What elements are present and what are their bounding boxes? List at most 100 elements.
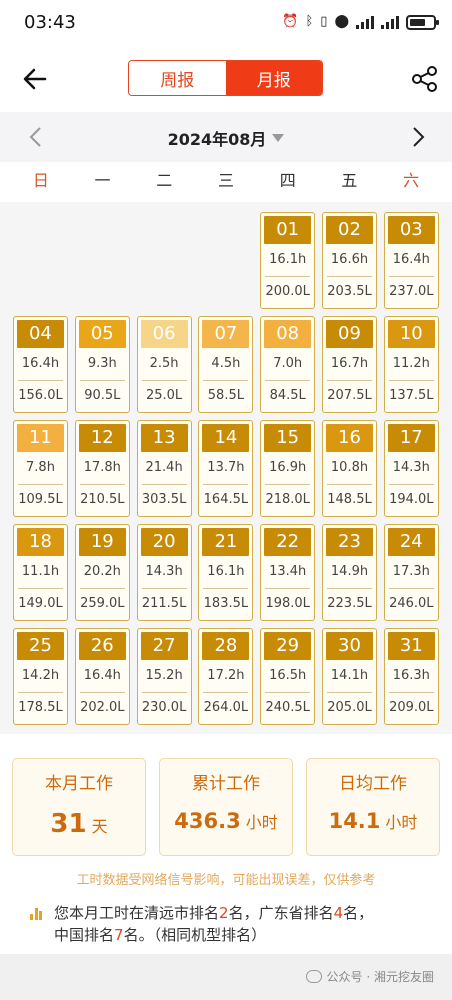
day-fuel: 194.0L	[389, 492, 434, 507]
weekday-label: 日	[32, 171, 49, 190]
calendar-day[interactable]: 23 14.9h 223.5L	[322, 524, 377, 621]
calendar-day[interactable]: 09 16.7h 207.5L	[322, 316, 377, 413]
day-hours: 17.3h	[392, 564, 430, 579]
day-fuel: 164.5L	[203, 492, 249, 507]
day-hours: 11.2h	[392, 356, 430, 371]
cell-signal-icon	[356, 15, 374, 29]
card-label: 本月工作	[45, 774, 113, 794]
day-fuel: 148.5L	[327, 492, 372, 507]
day-fuel: 25.0L	[145, 388, 183, 403]
calendar-day[interactable]: 07 4.5h 58.5L	[198, 316, 254, 413]
card-label: 累计工作	[192, 774, 260, 794]
calendar-day[interactable]: 14 13.7h 164.5L	[198, 420, 254, 517]
divider	[203, 484, 249, 485]
day-hours: 14.9h	[330, 564, 369, 579]
day-hours: 7.0h	[273, 356, 303, 371]
calendar-day[interactable]: 19 20.2h 259.0L	[74, 524, 130, 621]
calendar-day[interactable]: 24 17.3h 246.0L	[383, 524, 439, 621]
divider	[388, 588, 434, 589]
day-hours: 16.1h	[269, 252, 307, 267]
calendar-day[interactable]: 06 2.5h 25.0L	[136, 316, 192, 413]
calendar-day[interactable]: 28 17.2h 264.0L	[198, 628, 254, 725]
day-hours: 17.2h	[207, 668, 245, 683]
calendar-day[interactable]: 03 16.4h 237.0L	[383, 212, 439, 309]
day-number: 08	[264, 320, 312, 348]
calendar-day[interactable]: 13 21.4h 303.5L	[136, 420, 192, 517]
divider	[265, 588, 311, 589]
bluetooth-icon: ᛒ	[305, 14, 314, 29]
footer: 公众号 · 湘元挖友圈	[0, 954, 452, 1000]
day-number: 16	[326, 424, 373, 452]
day-hours: 16.5h	[269, 668, 307, 683]
calendar-day[interactable]: 25 14.2h 178.5L	[13, 628, 68, 725]
day-fuel: 240.5L	[265, 700, 310, 715]
chevron-right-icon[interactable]	[408, 125, 428, 149]
calendar-day[interactable]: 16 10.8h 148.5L	[322, 420, 377, 517]
calendar-day[interactable]: 29 16.5h 240.5L	[260, 628, 316, 725]
calendar-day[interactable]: 22 13.4h 198.0L	[260, 524, 316, 621]
wechat-icon	[305, 970, 322, 983]
day-fuel: 259.0L	[80, 596, 125, 611]
day-number: 13	[140, 424, 188, 452]
top-bar: 周报 月报	[0, 50, 452, 106]
caret-down-icon	[272, 134, 285, 142]
divider	[203, 692, 249, 693]
calendar-day[interactable]: 12 17.8h 210.5L	[74, 420, 130, 517]
calendar-day[interactable]: 02 16.6h 203.5L	[322, 212, 377, 309]
day-number: 23	[326, 528, 373, 556]
month-work-card: 本月工作 31 天	[12, 758, 146, 856]
day-hours: 10.8h	[330, 460, 369, 475]
calendar-day[interactable]: 04 16.4h 156.0L	[13, 316, 68, 413]
day-fuel: 209.0L	[389, 700, 434, 715]
arrow-left-icon[interactable]	[20, 64, 50, 94]
calendar-day[interactable]: 20 14.3h 211.5L	[136, 524, 192, 621]
day-hours: 16.7h	[330, 356, 369, 371]
day-hours: 21.4h	[145, 460, 183, 475]
weekday-label: 四	[279, 171, 296, 190]
divider	[327, 380, 372, 381]
tab-weekly[interactable]: 周报	[129, 61, 226, 95]
calendar-day[interactable]: 11 7.8h 109.5L	[13, 420, 68, 517]
day-number: 22	[264, 528, 312, 556]
calendar-day[interactable]: 05 9.3h 90.5L	[74, 316, 130, 413]
month-selector[interactable]: 2024年08月	[0, 126, 452, 150]
alarm-icon: ⏰	[282, 14, 299, 29]
calendar-day[interactable]: 31 16.3h 209.0L	[383, 628, 439, 725]
day-fuel: 58.5L	[207, 388, 244, 403]
calendar-day[interactable]: 30 14.1h 205.0L	[322, 628, 377, 725]
day-fuel: 183.5L	[203, 596, 249, 611]
calendar-day[interactable]: 17 14.3h 194.0L	[383, 420, 439, 517]
day-fuel: 198.0L	[265, 596, 310, 611]
calendar-day[interactable]: 15 16.9h 218.0L	[260, 420, 316, 517]
divider	[327, 692, 372, 693]
divider	[79, 380, 125, 381]
divider	[327, 484, 372, 485]
divider	[141, 380, 187, 381]
day-number: 26	[78, 632, 126, 660]
day-number: 09	[326, 320, 373, 348]
month-title: 2024年08月	[167, 130, 267, 149]
wifi-signal-icon	[381, 15, 399, 29]
day-number: 11	[17, 424, 64, 452]
tab-monthly[interactable]: 月报	[225, 61, 322, 95]
calendar-day[interactable]: 27 15.2h 230.0L	[136, 628, 192, 725]
total-work-card: 累计工作 436.3 小时	[159, 758, 293, 856]
calendar-day[interactable]: 26 16.4h 202.0L	[74, 628, 130, 725]
divider	[203, 588, 249, 589]
calendar-day[interactable]: 08 7.0h 84.5L	[260, 316, 316, 413]
day-fuel: 84.5L	[269, 388, 306, 403]
calendar-day[interactable]: 21 16.1h 183.5L	[198, 524, 254, 621]
day-fuel: 202.0L	[80, 700, 125, 715]
day-hours: 16.9h	[269, 460, 307, 475]
calendar-day[interactable]: 10 11.2h 137.5L	[383, 316, 439, 413]
day-number: 20	[140, 528, 188, 556]
divider	[265, 380, 311, 381]
share-icon[interactable]	[410, 64, 440, 94]
day-hours: 16.4h	[83, 668, 121, 683]
calendar-day[interactable]: 18 11.1h 149.0L	[13, 524, 68, 621]
calendar-day[interactable]: 01 16.1h 200.0L	[260, 212, 316, 309]
card-value: 14.1 小时	[328, 809, 418, 833]
day-fuel: 207.5L	[327, 388, 372, 403]
day-number: 12	[78, 424, 126, 452]
chevron-left-icon[interactable]	[26, 125, 46, 149]
